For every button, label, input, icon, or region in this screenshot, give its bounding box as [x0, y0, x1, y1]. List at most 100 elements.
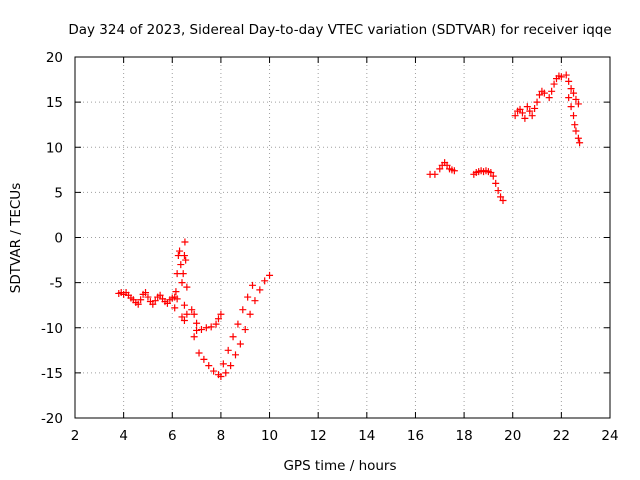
data-point	[261, 277, 269, 285]
x-axis-label: GPS time / hours	[283, 458, 396, 474]
data-point	[142, 289, 150, 297]
chart-title: Day 324 of 2023, Sidereal Day-to-day VTE…	[68, 22, 611, 38]
data-point	[172, 288, 180, 296]
data-point	[197, 326, 205, 334]
data-point	[144, 293, 152, 301]
y-axis-label: SDTVAR / TECUs	[8, 183, 24, 293]
data-point	[246, 310, 254, 318]
data-point	[565, 77, 573, 85]
data-point	[562, 71, 570, 79]
data-points	[115, 71, 584, 380]
data-point	[179, 270, 187, 278]
data-point	[241, 326, 249, 334]
data-point	[487, 169, 495, 177]
data-point	[210, 367, 218, 375]
data-point	[574, 100, 582, 108]
data-point	[244, 293, 252, 301]
data-point	[134, 300, 142, 308]
data-point	[256, 286, 264, 294]
data-point	[229, 333, 237, 341]
data-point	[239, 306, 247, 314]
data-point	[557, 73, 565, 81]
data-point	[574, 134, 582, 142]
y-tick-label: -20	[41, 411, 63, 427]
data-point	[518, 109, 526, 117]
data-point	[173, 270, 181, 278]
data-point	[182, 256, 190, 264]
data-point	[174, 252, 182, 260]
data-point	[492, 179, 500, 187]
data-point	[232, 351, 239, 359]
data-point	[178, 313, 186, 321]
data-point	[163, 299, 171, 307]
x-tick-label: 6	[168, 428, 177, 444]
data-point	[193, 326, 201, 334]
data-point	[497, 193, 505, 201]
data-point	[178, 279, 186, 287]
data-point	[550, 80, 558, 88]
data-series	[470, 167, 507, 204]
data-point	[234, 320, 242, 328]
data-point	[149, 300, 157, 308]
data-point	[521, 114, 529, 122]
x-tick-label: 4	[119, 428, 128, 444]
data-point	[572, 95, 580, 103]
y-tick-label: 5	[54, 185, 63, 201]
data-point	[570, 112, 578, 120]
data-point	[545, 94, 553, 102]
data-point	[205, 362, 213, 370]
data-series	[426, 159, 458, 178]
x-tick-label: 22	[553, 428, 570, 444]
grid	[75, 57, 610, 418]
data-point	[540, 89, 548, 97]
data-point	[188, 306, 196, 314]
data-series	[188, 271, 274, 380]
data-point	[177, 261, 185, 269]
data-point	[571, 121, 579, 129]
data-point	[224, 346, 232, 354]
data-point	[531, 104, 539, 112]
data-point	[171, 304, 179, 312]
data-point	[183, 283, 191, 291]
data-point	[212, 320, 220, 328]
data-point	[176, 247, 184, 255]
x-tick-label: 24	[601, 428, 618, 444]
data-point	[193, 319, 201, 327]
data-point	[570, 89, 578, 97]
data-point	[567, 85, 575, 93]
data-point	[576, 139, 584, 147]
y-tick-label: -15	[41, 366, 63, 382]
data-point	[156, 291, 164, 299]
x-tick-label: 10	[261, 428, 278, 444]
data-point	[494, 187, 502, 195]
x-tick-label: 18	[455, 428, 472, 444]
data-point	[533, 98, 541, 106]
data-point	[217, 372, 225, 380]
data-point	[214, 315, 222, 323]
data-point	[431, 170, 439, 178]
data-point	[200, 355, 208, 363]
y-tick-label: 15	[46, 95, 63, 111]
data-series	[115, 289, 181, 308]
y-tick-label: 0	[54, 231, 63, 247]
data-point	[511, 112, 519, 120]
data-series	[171, 238, 191, 325]
data-point	[183, 310, 191, 318]
data-point	[572, 127, 580, 135]
y-tick-label: -10	[41, 321, 63, 337]
x-tick-label: 12	[310, 428, 327, 444]
data-series	[511, 72, 565, 122]
data-point	[251, 297, 259, 305]
y-tick-label: 20	[46, 50, 63, 66]
data-point	[249, 281, 257, 289]
x-tick-label: 20	[504, 428, 521, 444]
data-point	[207, 323, 215, 331]
data-point	[489, 172, 497, 180]
data-point	[190, 310, 198, 318]
data-point	[202, 324, 210, 332]
data-point	[217, 310, 225, 318]
data-point	[222, 369, 230, 377]
data-point	[567, 103, 575, 111]
data-point	[137, 296, 145, 304]
data-point	[516, 105, 524, 113]
